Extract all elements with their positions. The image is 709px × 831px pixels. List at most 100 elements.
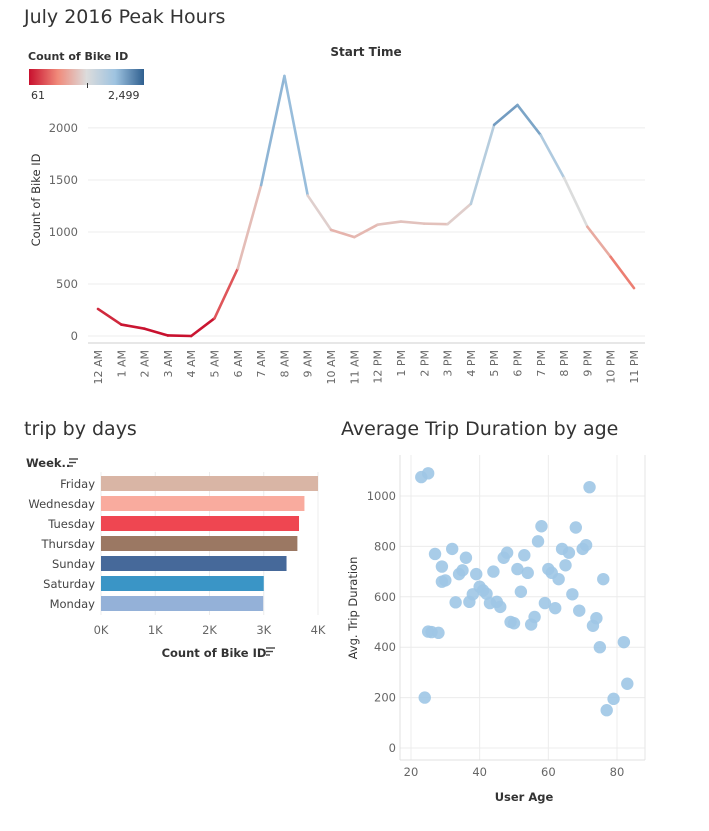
sort-icon[interactable]	[266, 647, 275, 656]
scatter-chart-title: Average Trip Duration by age	[341, 418, 619, 440]
line-segment	[399, 220, 426, 225]
scatter-point[interactable]	[569, 521, 582, 534]
line-segment	[539, 133, 566, 180]
scatter-point[interactable]	[449, 596, 462, 609]
sort-icon[interactable]	[69, 458, 78, 467]
scatter-point[interactable]	[562, 546, 576, 559]
y-tick-label: 1000	[367, 489, 396, 503]
x-axis-title: User Age	[495, 790, 554, 804]
line-segment	[166, 334, 193, 338]
line-segment	[562, 176, 589, 229]
y-tick-label: 800	[374, 539, 396, 553]
category-label: Sunday	[52, 557, 95, 571]
x-tick-label: 2 AM	[139, 350, 152, 378]
scatter-point[interactable]	[514, 585, 528, 598]
scatter-point[interactable]	[559, 559, 572, 572]
scatter-point[interactable]	[552, 572, 565, 586]
x-tick-label: 8 AM	[278, 350, 291, 378]
x-tick-label: 2K	[202, 623, 217, 637]
days-axis-header[interactable]: Week..	[26, 456, 70, 470]
scatter-point[interactable]	[428, 547, 442, 561]
x-tick-label: 60	[541, 765, 556, 779]
scatter-point[interactable]	[621, 677, 634, 690]
line-segment	[283, 74, 310, 197]
line-segment	[329, 228, 356, 239]
scatter-point[interactable]	[528, 610, 541, 624]
scatter-point[interactable]	[535, 520, 548, 533]
scatter-point[interactable]	[590, 612, 603, 625]
y-tick-label: 0	[389, 741, 396, 755]
scatter-point[interactable]	[583, 480, 596, 494]
scatter-point[interactable]	[435, 560, 449, 573]
scatter-point[interactable]	[593, 641, 607, 654]
line-segment	[120, 323, 146, 331]
line-segment	[189, 317, 216, 338]
legend-max-label: 2,499	[108, 89, 140, 102]
scatter-point[interactable]	[487, 565, 500, 578]
x-tick-label: 10 PM	[605, 350, 618, 384]
scatter-point[interactable]	[617, 635, 631, 649]
scatter-point[interactable]	[470, 567, 483, 581]
scatter-point[interactable]	[573, 604, 586, 617]
scatter-point[interactable]	[456, 564, 469, 577]
scatter-point[interactable]	[500, 546, 514, 559]
bar-sunday[interactable]	[101, 556, 287, 571]
line-segment	[236, 183, 263, 270]
scatter-point[interactable]	[597, 572, 610, 586]
scatter-point[interactable]	[511, 562, 524, 576]
scatter-point[interactable]	[531, 535, 545, 548]
line-segment	[609, 255, 636, 290]
y-tick-label: 600	[374, 590, 396, 604]
x-tick-label: 10 AM	[325, 350, 338, 385]
bar-friday[interactable]	[101, 476, 318, 491]
bar-saturday[interactable]	[101, 576, 264, 591]
x-tick-label: 3K	[256, 623, 271, 637]
scatter-point[interactable]	[439, 574, 452, 587]
scatter-point[interactable]	[507, 617, 521, 630]
scatter-point[interactable]	[459, 551, 473, 564]
legend-marker	[87, 83, 88, 88]
line-segment	[492, 103, 519, 127]
line-segment	[213, 267, 240, 320]
scatter-point[interactable]	[579, 538, 593, 552]
legend-min-label: 61	[31, 89, 45, 102]
scatter-point[interactable]	[421, 467, 435, 480]
y-tick-label: 400	[374, 640, 396, 654]
y-tick-label: 200	[374, 691, 396, 705]
line-segment	[143, 327, 170, 337]
scatter-point[interactable]	[418, 691, 431, 704]
scatter-point[interactable]	[494, 600, 507, 614]
x-tick-label: 5 PM	[488, 350, 501, 377]
line-segment	[376, 220, 403, 226]
scatter-point[interactable]	[600, 704, 613, 717]
scatter-point[interactable]	[446, 542, 459, 556]
bar-wednesday[interactable]	[101, 496, 305, 511]
category-label: Saturday	[43, 577, 95, 591]
scatter-point[interactable]	[518, 549, 531, 562]
y-axis-title: Avg. Trip Duration	[346, 557, 360, 660]
scatter-point[interactable]	[607, 692, 620, 706]
category-label: Friday	[60, 477, 95, 491]
x-tick-label: 6 PM	[511, 350, 524, 377]
x-tick-label: 1 AM	[115, 350, 128, 378]
x-tick-label: 5 AM	[209, 350, 222, 378]
y-tick-label: 1000	[49, 225, 78, 239]
bar-thursday[interactable]	[101, 536, 298, 551]
scatter-point[interactable]	[521, 566, 534, 580]
x-tick-label: 4K	[311, 623, 326, 637]
x-tick-label: 7 PM	[535, 350, 548, 377]
bar-monday[interactable]	[101, 596, 264, 611]
peak-chart-title: July 2016 Peak Hours	[24, 6, 226, 28]
scatter-point[interactable]	[480, 587, 493, 600]
category-label: Wednesday	[28, 497, 95, 511]
x-tick-label: 3 AM	[162, 350, 175, 378]
bar-tuesday[interactable]	[101, 516, 300, 531]
x-tick-label: 3 PM	[442, 350, 455, 377]
scatter-point[interactable]	[432, 626, 445, 640]
trip-by-days-bar-chart: Week.. 0K 1K 2K 3K 4K Friday Wednesday Tuesday Th…	[26, 456, 326, 660]
scatter-point[interactable]	[538, 596, 552, 610]
scatter-point[interactable]	[566, 588, 579, 601]
x-axis-title: Start Time	[330, 45, 401, 59]
scatter-point[interactable]	[549, 601, 562, 615]
